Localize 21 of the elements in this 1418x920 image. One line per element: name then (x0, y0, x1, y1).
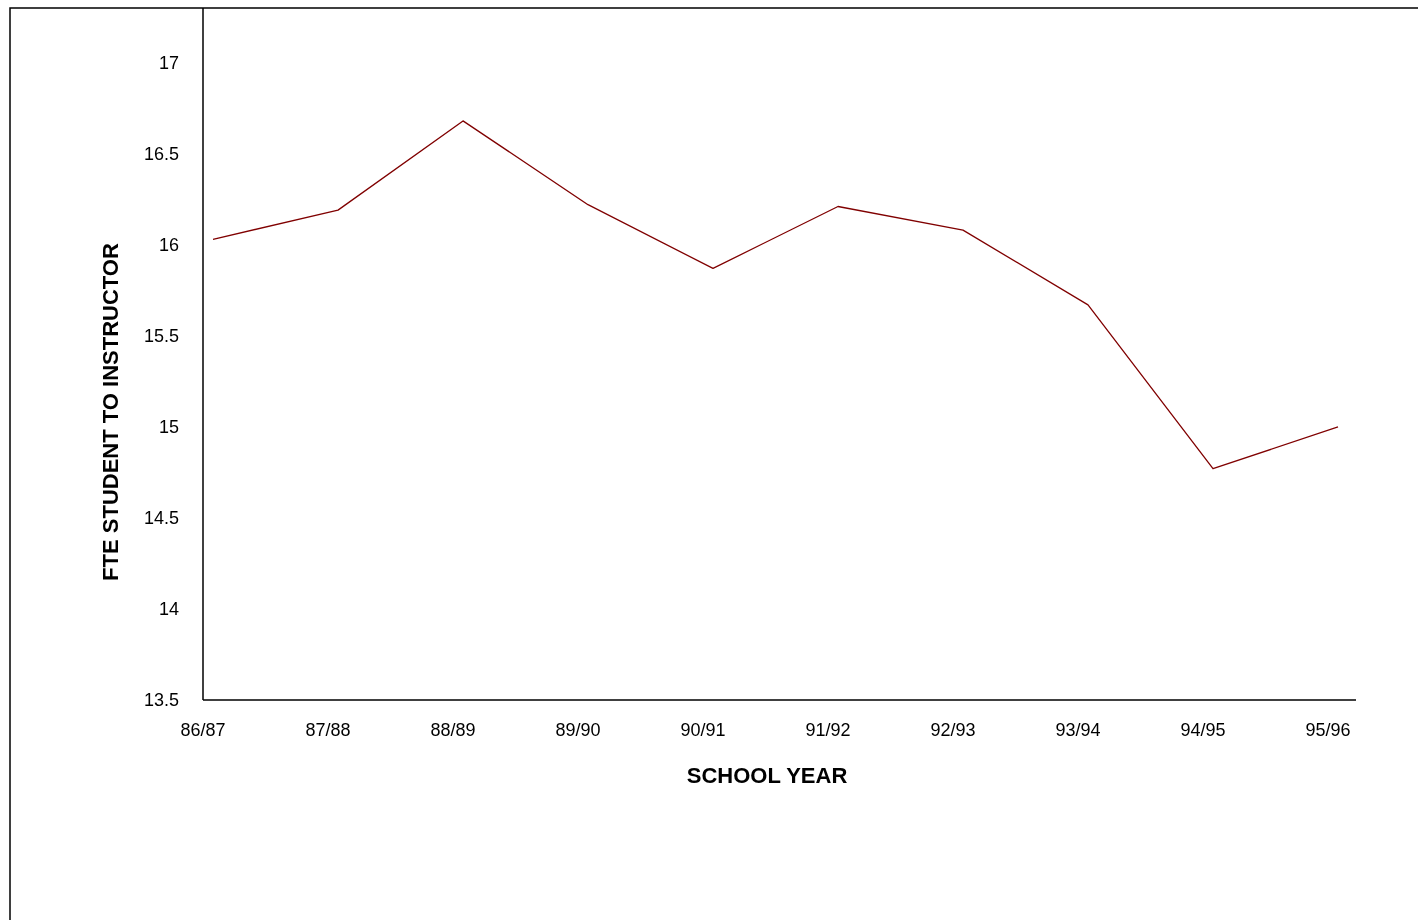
line-series (212, 120, 1339, 470)
x-tick-label: 89/90 (555, 720, 601, 741)
x-tick-label: 86/87 (180, 720, 226, 741)
y-axis-title: FTE STUDENT TO INSTRUCTOR (97, 243, 123, 581)
x-tick-label: 92/93 (930, 720, 976, 741)
y-tick-label: 13.5 (143, 690, 179, 711)
y-tick-label: 17 (158, 52, 179, 73)
x-tick-label: 90/91 (680, 720, 726, 741)
y-tick-label: 14 (158, 599, 179, 620)
y-tick-label: 15.5 (143, 326, 179, 347)
x-tick-label: 88/89 (430, 720, 476, 741)
y-tick-label: 16 (158, 235, 179, 256)
x-tick-label: 91/92 (805, 720, 851, 741)
x-tick-label: 87/88 (305, 720, 351, 741)
x-tick-label: 94/95 (1180, 720, 1226, 741)
x-tick-label: 93/94 (1055, 720, 1101, 741)
x-axis-title: SCHOOL YEAR (686, 762, 848, 788)
y-tick-label: 14.5 (143, 508, 179, 529)
y-tick-label: 16.5 (143, 143, 179, 164)
y-tick-label: 15 (158, 417, 179, 438)
x-tick-label: 95/96 (1305, 720, 1351, 741)
